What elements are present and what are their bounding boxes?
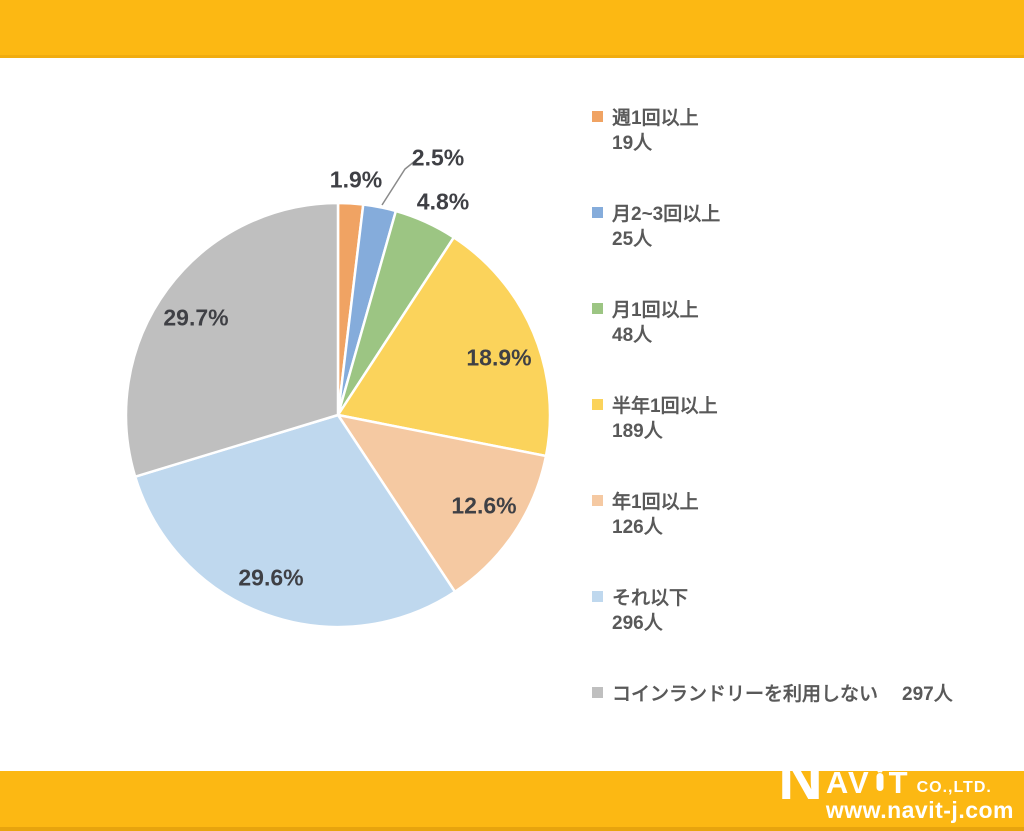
legend-swatch-icon <box>592 207 603 218</box>
bunny-ears-icon <box>872 757 888 796</box>
header-band <box>0 0 1024 58</box>
pie-percent-label-2: 4.8% <box>416 188 470 215</box>
legend-item-label: 半年1回以上 <box>612 396 718 417</box>
legend-swatch-icon <box>592 111 603 122</box>
legend-item-count: 19人 <box>612 133 653 154</box>
leader-line <box>381 160 416 206</box>
legend-item-1: 月2~3回以上 25人 <box>592 199 953 253</box>
pie-slice-6 <box>124 201 340 478</box>
pie-percent-label-6: 29.7% <box>163 304 229 331</box>
pie-percent-label-3: 18.9% <box>466 344 532 371</box>
legend-item-0: 週1回以上 19人 <box>592 103 953 157</box>
legend-item-label: それ以下 <box>612 588 689 609</box>
pie-percent-label-4: 12.6% <box>451 492 517 519</box>
pie-percent-label-5: 29.6% <box>238 564 304 591</box>
pie-slice-3 <box>336 236 552 458</box>
legend-swatch-icon <box>592 687 603 698</box>
pie-percent-label-1: 2.5% <box>411 144 465 171</box>
legend-item-label: 年1回以上 <box>612 492 699 513</box>
logo-company-suffix: CO.,LTD. <box>916 779 992 796</box>
legend-item-label: 月1回以上 <box>612 300 699 321</box>
legend-swatch-icon <box>592 591 603 602</box>
legend-swatch-icon <box>592 303 603 314</box>
legend-item-label: コインランドリーを利用しない <box>612 684 879 705</box>
legend-swatch-icon <box>592 495 603 506</box>
pie-slice-4 <box>336 413 548 594</box>
legend-item-count: 126人 <box>612 517 663 538</box>
legend-item-5: それ以下 296人 <box>592 583 953 637</box>
footer-band <box>0 771 1024 831</box>
legend-item-label: 週1回以上 <box>612 108 699 129</box>
legend-item-count: 296人 <box>612 613 663 634</box>
legend-item-6: コインランドリーを利用しない 297人 <box>592 679 953 706</box>
pie-percent-label-0: 1.9% <box>329 166 383 193</box>
legend-item-label: 月2~3回以上 <box>612 204 721 225</box>
legend-item-count: 48人 <box>612 325 653 346</box>
legend-item-4: 年1回以上 126人 <box>592 487 953 541</box>
logo-letter-n: N <box>778 744 823 813</box>
logo-letter-t: T <box>888 764 910 800</box>
legend-item-3: 半年1回以上 189人 <box>592 391 953 445</box>
chart-legend: 週1回以上 19人月2~3回以上 25人月1回以上 48人半年1回以上 189人年1回以… <box>592 103 953 706</box>
legend-item-count: 189人 <box>612 421 663 442</box>
legend-item-count: 25人 <box>612 229 653 250</box>
legend-item-count: 297人 <box>902 684 953 705</box>
logo-letters-av: AV <box>825 764 871 800</box>
logo-website: www.navit-j.com <box>825 797 1014 823</box>
navit-logo: N AV T CO.,LTD. www.navit-j.com <box>778 744 1014 823</box>
legend-swatch-icon <box>592 399 603 410</box>
legend-item-2: 月1回以上 48人 <box>592 295 953 349</box>
pie-slice-5 <box>133 413 457 629</box>
